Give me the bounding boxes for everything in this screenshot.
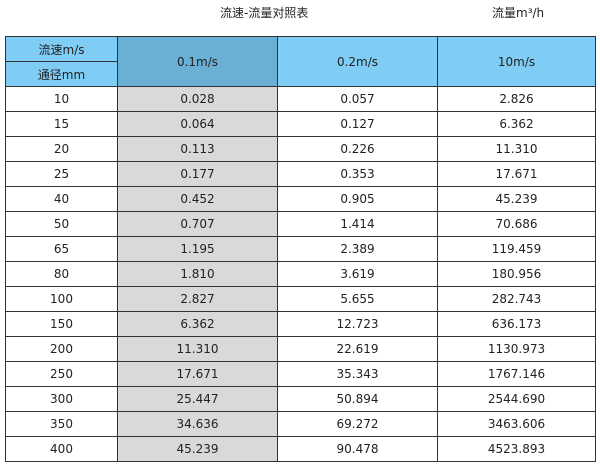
table-row: 65 1.195 2.389 119.459 [5,236,596,262]
flow-cell: 3463.606 [437,411,596,437]
flow-cell: 3.619 [277,261,438,287]
table-row: 150 6.362 12.723 636.173 [5,311,596,337]
diameter-cell: 40 [5,186,118,212]
table-row: 40 0.452 0.905 45.239 [5,186,596,212]
flow-cell: 1130.973 [437,336,596,362]
diameter-cell: 150 [5,311,118,337]
table-row: 300 25.447 50.894 2544.690 [5,386,596,412]
flow-cell: 2.389 [277,236,438,262]
diameter-cell: 200 [5,336,118,362]
flow-cell: 6.362 [117,311,278,337]
column-header: 0.1m/s [117,36,278,87]
flow-cell: 1.195 [117,236,278,262]
flow-cell: 45.239 [437,186,596,212]
flow-cell: 0.113 [117,136,278,162]
flow-cell: 69.272 [277,411,438,437]
flow-cell: 1.810 [117,261,278,287]
table-title: 流速-流量对照表 [220,6,309,20]
unit-label: 流量m³/h [492,6,545,20]
flow-cell: 0.177 [117,161,278,187]
flow-cell: 12.723 [277,311,438,337]
diameter-cell: 400 [5,436,118,462]
table-row: 250 17.671 35.343 1767.146 [5,361,596,387]
diameter-header: 通径mm [5,61,118,87]
table-row: 15 0.064 0.127 6.362 [5,111,596,137]
flow-cell: 4523.893 [437,436,596,462]
flow-cell: 90.478 [277,436,438,462]
flow-cell: 2544.690 [437,386,596,412]
diameter-cell: 25 [5,161,118,187]
flow-cell: 0.064 [117,111,278,137]
flow-cell: 11.310 [437,136,596,162]
flow-cell: 2.826 [437,86,596,112]
flow-cell: 180.956 [437,261,596,287]
flow-cell: 25.447 [117,386,278,412]
table-row: 350 34.636 69.272 3463.606 [5,411,596,437]
velocity-header: 流速m/s [5,36,118,62]
flow-cell: 11.310 [117,336,278,362]
flow-cell: 636.173 [437,311,596,337]
diameter-cell: 10 [5,86,118,112]
flow-cell: 0.707 [117,211,278,237]
diameter-cell: 100 [5,286,118,312]
table-row: 200 11.310 22.619 1130.973 [5,336,596,362]
diameter-cell: 300 [5,386,118,412]
flow-cell: 0.028 [117,86,278,112]
flow-cell: 0.353 [277,161,438,187]
column-header: 10m/s [437,36,596,87]
flow-cell: 17.671 [117,361,278,387]
table-row: 10 0.028 0.057 2.826 [5,86,596,112]
diameter-cell: 65 [5,236,118,262]
flow-cell: 5.655 [277,286,438,312]
flow-cell: 6.362 [437,111,596,137]
flow-cell: 50.894 [277,386,438,412]
flow-cell: 119.459 [437,236,596,262]
table-row: 25 0.177 0.353 17.671 [5,161,596,187]
diameter-cell: 350 [5,411,118,437]
diameter-cell: 80 [5,261,118,287]
flow-cell: 34.636 [117,411,278,437]
flow-cell: 2.827 [117,286,278,312]
flow-cell: 282.743 [437,286,596,312]
flow-cell: 0.452 [117,186,278,212]
table-row: 400 45.239 90.478 4523.893 [5,436,596,462]
flow-cell: 17.671 [437,161,596,187]
flow-table: 流速m/s 0.1m/s 0.2m/s 10m/s 通径mm 10 0.028 0.… [5,36,596,462]
diameter-cell: 50 [5,211,118,237]
flow-cell: 0.905 [277,186,438,212]
column-header: 0.2m/s [277,36,438,87]
table-row: 50 0.707 1.414 70.686 [5,211,596,237]
flow-cell: 1767.146 [437,361,596,387]
table-row: 80 1.810 3.619 180.956 [5,261,596,287]
flow-cell: 70.686 [437,211,596,237]
flow-cell: 1.414 [277,211,438,237]
flow-cell: 0.057 [277,86,438,112]
diameter-cell: 20 [5,136,118,162]
flow-cell: 35.343 [277,361,438,387]
flow-cell: 0.226 [277,136,438,162]
flow-cell: 0.127 [277,111,438,137]
table-row: 20 0.113 0.226 11.310 [5,136,596,162]
diameter-cell: 250 [5,361,118,387]
flow-cell: 45.239 [117,436,278,462]
diameter-cell: 15 [5,111,118,137]
flow-cell: 22.619 [277,336,438,362]
table-row: 100 2.827 5.655 282.743 [5,286,596,312]
